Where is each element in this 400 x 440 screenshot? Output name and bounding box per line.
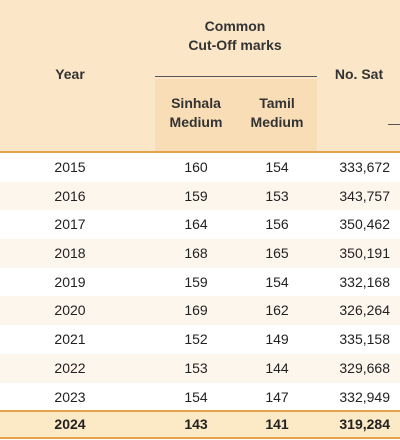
table-body: 2015 160 154 333,672 2016 159 153 343,75…: [0, 153, 400, 412]
tamil-medium-header: Tamil Medium: [237, 94, 317, 132]
no-sat-cell: 319,284: [339, 416, 390, 432]
sinhala-cell: 164: [184, 216, 208, 233]
highlighted-row-2024: 2024 143 141 319,284: [0, 410, 400, 439]
medium-subheader: [155, 79, 317, 151]
sinhala-cell: 153: [184, 359, 208, 376]
year-cell: 2023: [54, 388, 86, 405]
table-row: 2016 159 153 343,757: [0, 181, 400, 211]
no-sat-cell: 332,949: [339, 388, 390, 405]
sinhala-cell: 154: [184, 388, 208, 405]
header-bottom-rule: [0, 151, 400, 153]
no-sat-cell: 350,191: [339, 245, 390, 262]
header-divider: [155, 76, 317, 77]
tamil-header-line-2: Medium: [250, 114, 304, 130]
sinhala-cell: 159: [184, 187, 208, 204]
no-sat-cell: 329,668: [339, 359, 390, 376]
tamil-cell: 165: [265, 245, 289, 262]
sinhala-cell: 159: [184, 273, 208, 290]
tamil-cell: 162: [265, 302, 289, 319]
tamil-cell: 141: [265, 416, 289, 432]
tamil-header-line-1: Tamil: [259, 95, 295, 111]
sinhala-cell: 168: [184, 245, 208, 262]
year-cell: 2017: [54, 216, 86, 233]
no-sat-cell: 343,757: [339, 187, 390, 204]
table-row: 2023 154 147 332,949: [0, 382, 400, 412]
year-cell: 2018: [54, 245, 86, 262]
table-row: 2015 160 154 333,672: [0, 153, 400, 182]
header-edge-rule: [388, 124, 400, 125]
sinhala-cell: 143: [184, 416, 208, 432]
year-column-header: Year: [55, 66, 85, 82]
tamil-cell: 144: [265, 359, 289, 376]
no-sat-cell: 332,168: [339, 273, 390, 290]
no-sat-column-header: No. Sat: [334, 66, 384, 82]
tamil-cell: 149: [265, 331, 289, 348]
sinhala-medium-header: Sinhala Medium: [155, 94, 237, 132]
year-cell: 2019: [54, 273, 86, 290]
table-row: 2019 159 154 332,168: [0, 267, 400, 297]
table-row: 2021 152 149 335,158: [0, 325, 400, 354]
sinhala-header-line-1: Sinhala: [171, 95, 221, 111]
year-cell: 2021: [54, 331, 86, 348]
year-cell: 2016: [54, 187, 86, 204]
table-row: 2018 168 165 350,191: [0, 239, 400, 268]
year-cell: 2024: [54, 416, 86, 432]
sinhala-cell: 160: [184, 159, 208, 175]
common-header-line-2: Cut-Off marks: [188, 37, 282, 53]
no-sat-cell: 333,672: [339, 159, 390, 175]
tamil-cell: 156: [265, 216, 289, 233]
tamil-cell: 153: [265, 187, 289, 204]
table-row: 2020 169 162 326,264: [0, 296, 400, 326]
common-cutoff-header: Common Cut-Off marks: [170, 17, 300, 55]
no-sat-cell: 350,462: [339, 216, 390, 233]
table-row: 2017 164 156 350,462: [0, 210, 400, 240]
no-sat-cell: 326,264: [339, 302, 390, 319]
no-sat-cell: 335,158: [339, 331, 390, 348]
sinhala-cell: 152: [184, 331, 208, 348]
sinhala-cell: 169: [184, 302, 208, 319]
year-cell: 2022: [54, 359, 86, 376]
tamil-cell: 154: [265, 159, 289, 175]
year-cell: 2020: [54, 302, 86, 319]
year-cell: 2015: [54, 159, 86, 175]
tamil-cell: 147: [265, 388, 289, 405]
table-row: 2022 153 144 329,668: [0, 353, 400, 383]
sinhala-header-line-2: Medium: [169, 114, 223, 130]
common-header-line-1: Common: [204, 18, 266, 34]
tamil-cell: 154: [265, 273, 289, 290]
